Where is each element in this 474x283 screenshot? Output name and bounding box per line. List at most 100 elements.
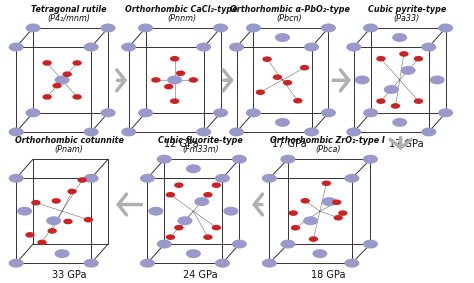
- Circle shape: [275, 33, 290, 42]
- Circle shape: [355, 76, 370, 84]
- Circle shape: [140, 259, 155, 268]
- Circle shape: [215, 259, 230, 268]
- Circle shape: [121, 127, 136, 136]
- Circle shape: [73, 94, 82, 100]
- Circle shape: [345, 259, 359, 268]
- Circle shape: [321, 23, 336, 33]
- Circle shape: [384, 85, 399, 94]
- Circle shape: [255, 89, 265, 95]
- Circle shape: [262, 259, 277, 268]
- Circle shape: [300, 65, 310, 70]
- Circle shape: [174, 183, 183, 188]
- Circle shape: [346, 127, 361, 136]
- Circle shape: [157, 240, 172, 248]
- Circle shape: [55, 76, 70, 84]
- Circle shape: [363, 240, 378, 248]
- Circle shape: [84, 259, 99, 268]
- Circle shape: [332, 200, 341, 205]
- Circle shape: [151, 77, 161, 83]
- Circle shape: [229, 42, 244, 52]
- Text: 18 GPa: 18 GPa: [310, 270, 345, 280]
- Circle shape: [363, 23, 378, 33]
- Circle shape: [140, 174, 155, 183]
- Circle shape: [26, 108, 41, 117]
- Circle shape: [138, 108, 153, 117]
- Circle shape: [77, 177, 87, 183]
- Circle shape: [283, 80, 292, 85]
- Text: 17 GPa: 17 GPa: [390, 139, 424, 149]
- Text: 24 GPa: 24 GPa: [183, 270, 218, 280]
- Text: 33 GPa: 33 GPa: [52, 270, 86, 280]
- Circle shape: [212, 225, 221, 230]
- Circle shape: [63, 71, 72, 77]
- Circle shape: [376, 98, 386, 104]
- Circle shape: [392, 118, 407, 127]
- Circle shape: [223, 207, 238, 216]
- Circle shape: [157, 155, 172, 164]
- Circle shape: [46, 216, 61, 225]
- Circle shape: [391, 103, 400, 109]
- Text: Tetragonal rutile: Tetragonal rutile: [31, 5, 107, 14]
- Text: (Pa33): (Pa33): [393, 14, 420, 23]
- Circle shape: [346, 42, 361, 52]
- Circle shape: [203, 192, 213, 198]
- Circle shape: [9, 259, 24, 268]
- Circle shape: [321, 108, 336, 117]
- Circle shape: [281, 240, 295, 248]
- Circle shape: [194, 197, 210, 206]
- Circle shape: [213, 23, 228, 33]
- Circle shape: [17, 207, 32, 216]
- Circle shape: [438, 23, 453, 33]
- Circle shape: [232, 155, 247, 164]
- Circle shape: [363, 108, 378, 117]
- Circle shape: [301, 198, 310, 203]
- Text: (Pbca): (Pbca): [315, 145, 341, 155]
- Circle shape: [84, 42, 99, 52]
- Circle shape: [421, 127, 436, 136]
- Circle shape: [52, 198, 61, 204]
- Circle shape: [26, 23, 41, 33]
- Circle shape: [100, 108, 116, 117]
- Circle shape: [174, 225, 183, 230]
- Circle shape: [170, 56, 179, 61]
- Circle shape: [84, 127, 99, 136]
- Circle shape: [196, 127, 211, 136]
- Circle shape: [25, 232, 35, 238]
- Circle shape: [246, 108, 261, 117]
- Circle shape: [281, 155, 295, 164]
- Circle shape: [212, 183, 221, 188]
- Circle shape: [232, 240, 247, 248]
- Circle shape: [47, 228, 57, 234]
- Circle shape: [42, 60, 52, 66]
- Circle shape: [401, 66, 416, 75]
- Text: Orthorhombic cotunnite: Orthorhombic cotunnite: [15, 136, 124, 145]
- Circle shape: [9, 42, 24, 52]
- Circle shape: [167, 76, 182, 84]
- Circle shape: [189, 77, 198, 83]
- Circle shape: [262, 174, 277, 183]
- Circle shape: [186, 249, 201, 258]
- Circle shape: [376, 56, 386, 61]
- Circle shape: [363, 155, 378, 164]
- Circle shape: [246, 23, 261, 33]
- Circle shape: [414, 56, 423, 61]
- Text: Orthorhombic ZrO₂-type I: Orthorhombic ZrO₂-type I: [271, 136, 385, 145]
- Circle shape: [303, 216, 318, 225]
- Circle shape: [421, 42, 436, 52]
- Circle shape: [121, 42, 136, 52]
- Text: (P4₂/mnm): (P4₂/mnm): [48, 14, 91, 23]
- Circle shape: [64, 219, 73, 224]
- Circle shape: [304, 42, 319, 52]
- Circle shape: [84, 217, 93, 222]
- Circle shape: [263, 56, 272, 62]
- Circle shape: [138, 23, 153, 33]
- Text: Cubic pyrite-type: Cubic pyrite-type: [368, 5, 446, 14]
- Circle shape: [312, 249, 328, 258]
- Circle shape: [100, 23, 116, 33]
- Circle shape: [73, 60, 82, 66]
- Circle shape: [229, 127, 244, 136]
- Circle shape: [186, 164, 201, 173]
- Circle shape: [392, 33, 407, 42]
- Circle shape: [273, 74, 282, 80]
- Circle shape: [334, 215, 343, 220]
